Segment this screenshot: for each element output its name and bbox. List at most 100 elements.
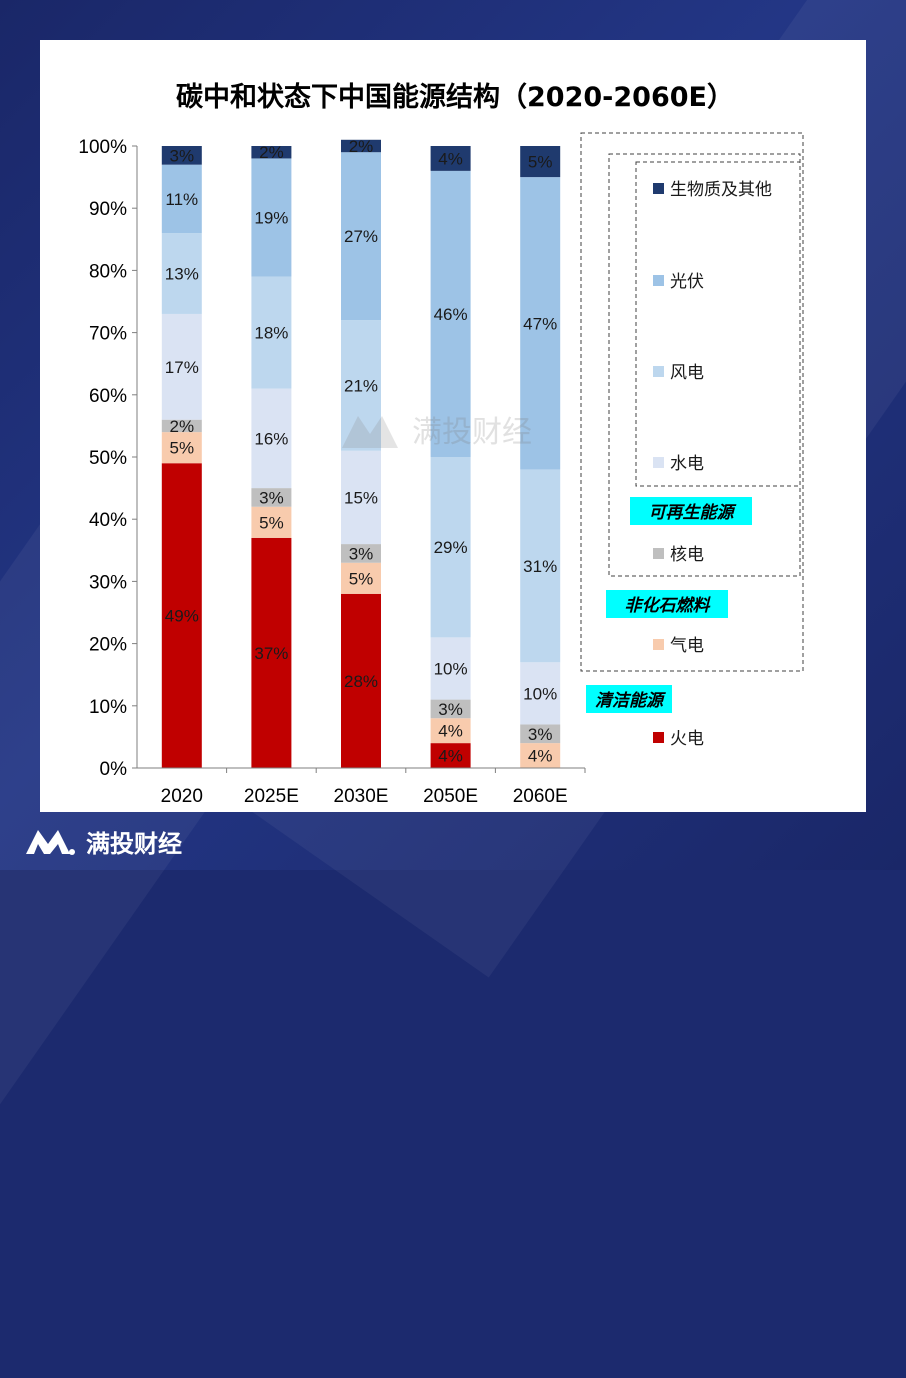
bar-segment <box>520 177 561 470</box>
bar-segment <box>430 170 471 457</box>
y-axis: 0% 10% 20% 30% 40% 50% 60% 70% 80% 90% 100% <box>78 137 138 780</box>
data-label: 4% <box>528 747 553 766</box>
data-label: 3% <box>170 146 195 165</box>
y-tick-label: 0% <box>100 759 128 780</box>
y-tick-label: 80% <box>89 261 127 282</box>
data-label: 27% <box>344 227 378 246</box>
y-tick-label: 20% <box>89 635 127 656</box>
data-label: 19% <box>254 209 288 228</box>
data-label: 3% <box>528 725 553 744</box>
data-label: 37% <box>254 644 288 663</box>
data-label: 18% <box>254 324 288 343</box>
legend-swatch <box>653 457 664 468</box>
data-label: 5% <box>528 153 553 172</box>
bar-segment <box>520 469 561 663</box>
y-tick-label: 40% <box>89 510 127 531</box>
legend-box-renewable <box>635 161 801 487</box>
data-label: 2% <box>349 137 374 156</box>
legend-group-badge <box>630 497 752 525</box>
data-label: 15% <box>344 488 378 507</box>
data-label: 2% <box>259 143 284 162</box>
data-label: 47% <box>523 314 557 333</box>
legend-swatch <box>653 275 664 286</box>
bar-segment <box>341 139 381 153</box>
bar-segment <box>520 743 561 768</box>
bar-segment <box>341 593 381 768</box>
bar-segment <box>161 233 202 314</box>
data-label: 3% <box>349 544 374 563</box>
x-tick-label: 2025E <box>244 786 299 807</box>
y-tick-label: 90% <box>89 199 127 220</box>
data-label: 5% <box>170 439 195 458</box>
data-label: 21% <box>344 376 378 395</box>
bar-segment <box>161 463 202 768</box>
legend-group-label: 清洁能源 <box>595 691 666 711</box>
data-label: 49% <box>165 607 199 626</box>
x-tick-label: 2020 <box>161 786 203 807</box>
y-tick-label: 10% <box>89 697 127 718</box>
legend-swatch <box>653 366 664 377</box>
data-label: 46% <box>434 305 468 324</box>
brand-name: 满投财经 <box>86 829 182 858</box>
legend-label: 光伏 <box>670 272 704 292</box>
legend-swatch <box>653 639 664 650</box>
data-label: 5% <box>259 513 284 532</box>
data-label: 17% <box>165 358 199 377</box>
bar-segment <box>251 276 292 389</box>
legend-label: 风电 <box>670 363 704 383</box>
legend-label: 生物质及其他 <box>670 180 772 200</box>
bar-segment <box>430 743 471 768</box>
legend-group-badge <box>606 590 728 618</box>
brand-logo-icon <box>26 830 75 855</box>
data-label: 16% <box>254 429 288 448</box>
x-tick-label: 2060E <box>513 786 568 807</box>
data-label: 28% <box>344 672 378 691</box>
x-tick-label: 2050E <box>423 786 478 807</box>
bar-segment <box>251 388 292 489</box>
legend-group-label: 非化石燃料 <box>625 596 712 616</box>
bar-segment <box>430 637 471 700</box>
chart-title: 碳中和状态下中国能源结构（2020-2060E） <box>176 81 734 113</box>
bar-segment <box>341 450 381 545</box>
data-label: 4% <box>438 149 463 168</box>
bar-segment <box>251 506 292 538</box>
legend-label: 气电 <box>670 636 704 656</box>
y-tick-label: 50% <box>89 448 127 469</box>
y-tick-label: 100% <box>78 137 127 158</box>
data-label: 5% <box>349 569 374 588</box>
bar-segment <box>161 432 202 464</box>
watermark-logo-icon <box>342 416 398 448</box>
y-tick-label: 60% <box>89 386 127 407</box>
legend-label: 水电 <box>670 454 704 474</box>
bar-segment <box>161 419 202 433</box>
chart-svg: 碳中和状态下中国能源结构（2020-2060E） 0% 10% 20% 30% 40% 5… <box>78 81 804 807</box>
bars: 49% 5% 2% 17% 13% 11% 3% 37% 5% 3% 16% 18% 19% 2% 28% 5… <box>161 137 561 770</box>
bar-segment <box>520 146 561 178</box>
data-label: 31% <box>523 557 557 576</box>
data-label: 10% <box>523 684 557 703</box>
x-tick-label: 2030E <box>334 786 389 807</box>
watermark-text: 满投财经 <box>412 415 532 450</box>
data-label: 13% <box>165 265 199 284</box>
bar-segment <box>520 724 561 744</box>
bar-segment <box>520 662 561 725</box>
legend-label: 核电 <box>670 545 704 565</box>
footer-brand: 满投财经 <box>24 822 182 860</box>
data-label: 4% <box>438 747 463 766</box>
data-label: 3% <box>259 488 284 507</box>
chart-card: 碳中和状态下中国能源结构（2020-2060E） 0% 10% 20% 30% 40% 5… <box>40 40 866 812</box>
legend-swatch <box>653 183 664 194</box>
data-label: 10% <box>434 659 468 678</box>
y-tick-label: 70% <box>89 324 127 345</box>
bar-segment <box>161 313 202 420</box>
x-axis: 2020 2025E 2030E 2050E 2060E <box>137 767 586 807</box>
legend-swatch <box>653 732 664 743</box>
bar-segment <box>341 562 381 594</box>
bar-segment <box>161 164 202 234</box>
bar-segment <box>341 152 381 321</box>
legend-group-badge <box>586 685 672 713</box>
legend-swatch <box>653 548 664 559</box>
bar-segment <box>161 146 202 165</box>
data-label: 4% <box>438 722 463 741</box>
